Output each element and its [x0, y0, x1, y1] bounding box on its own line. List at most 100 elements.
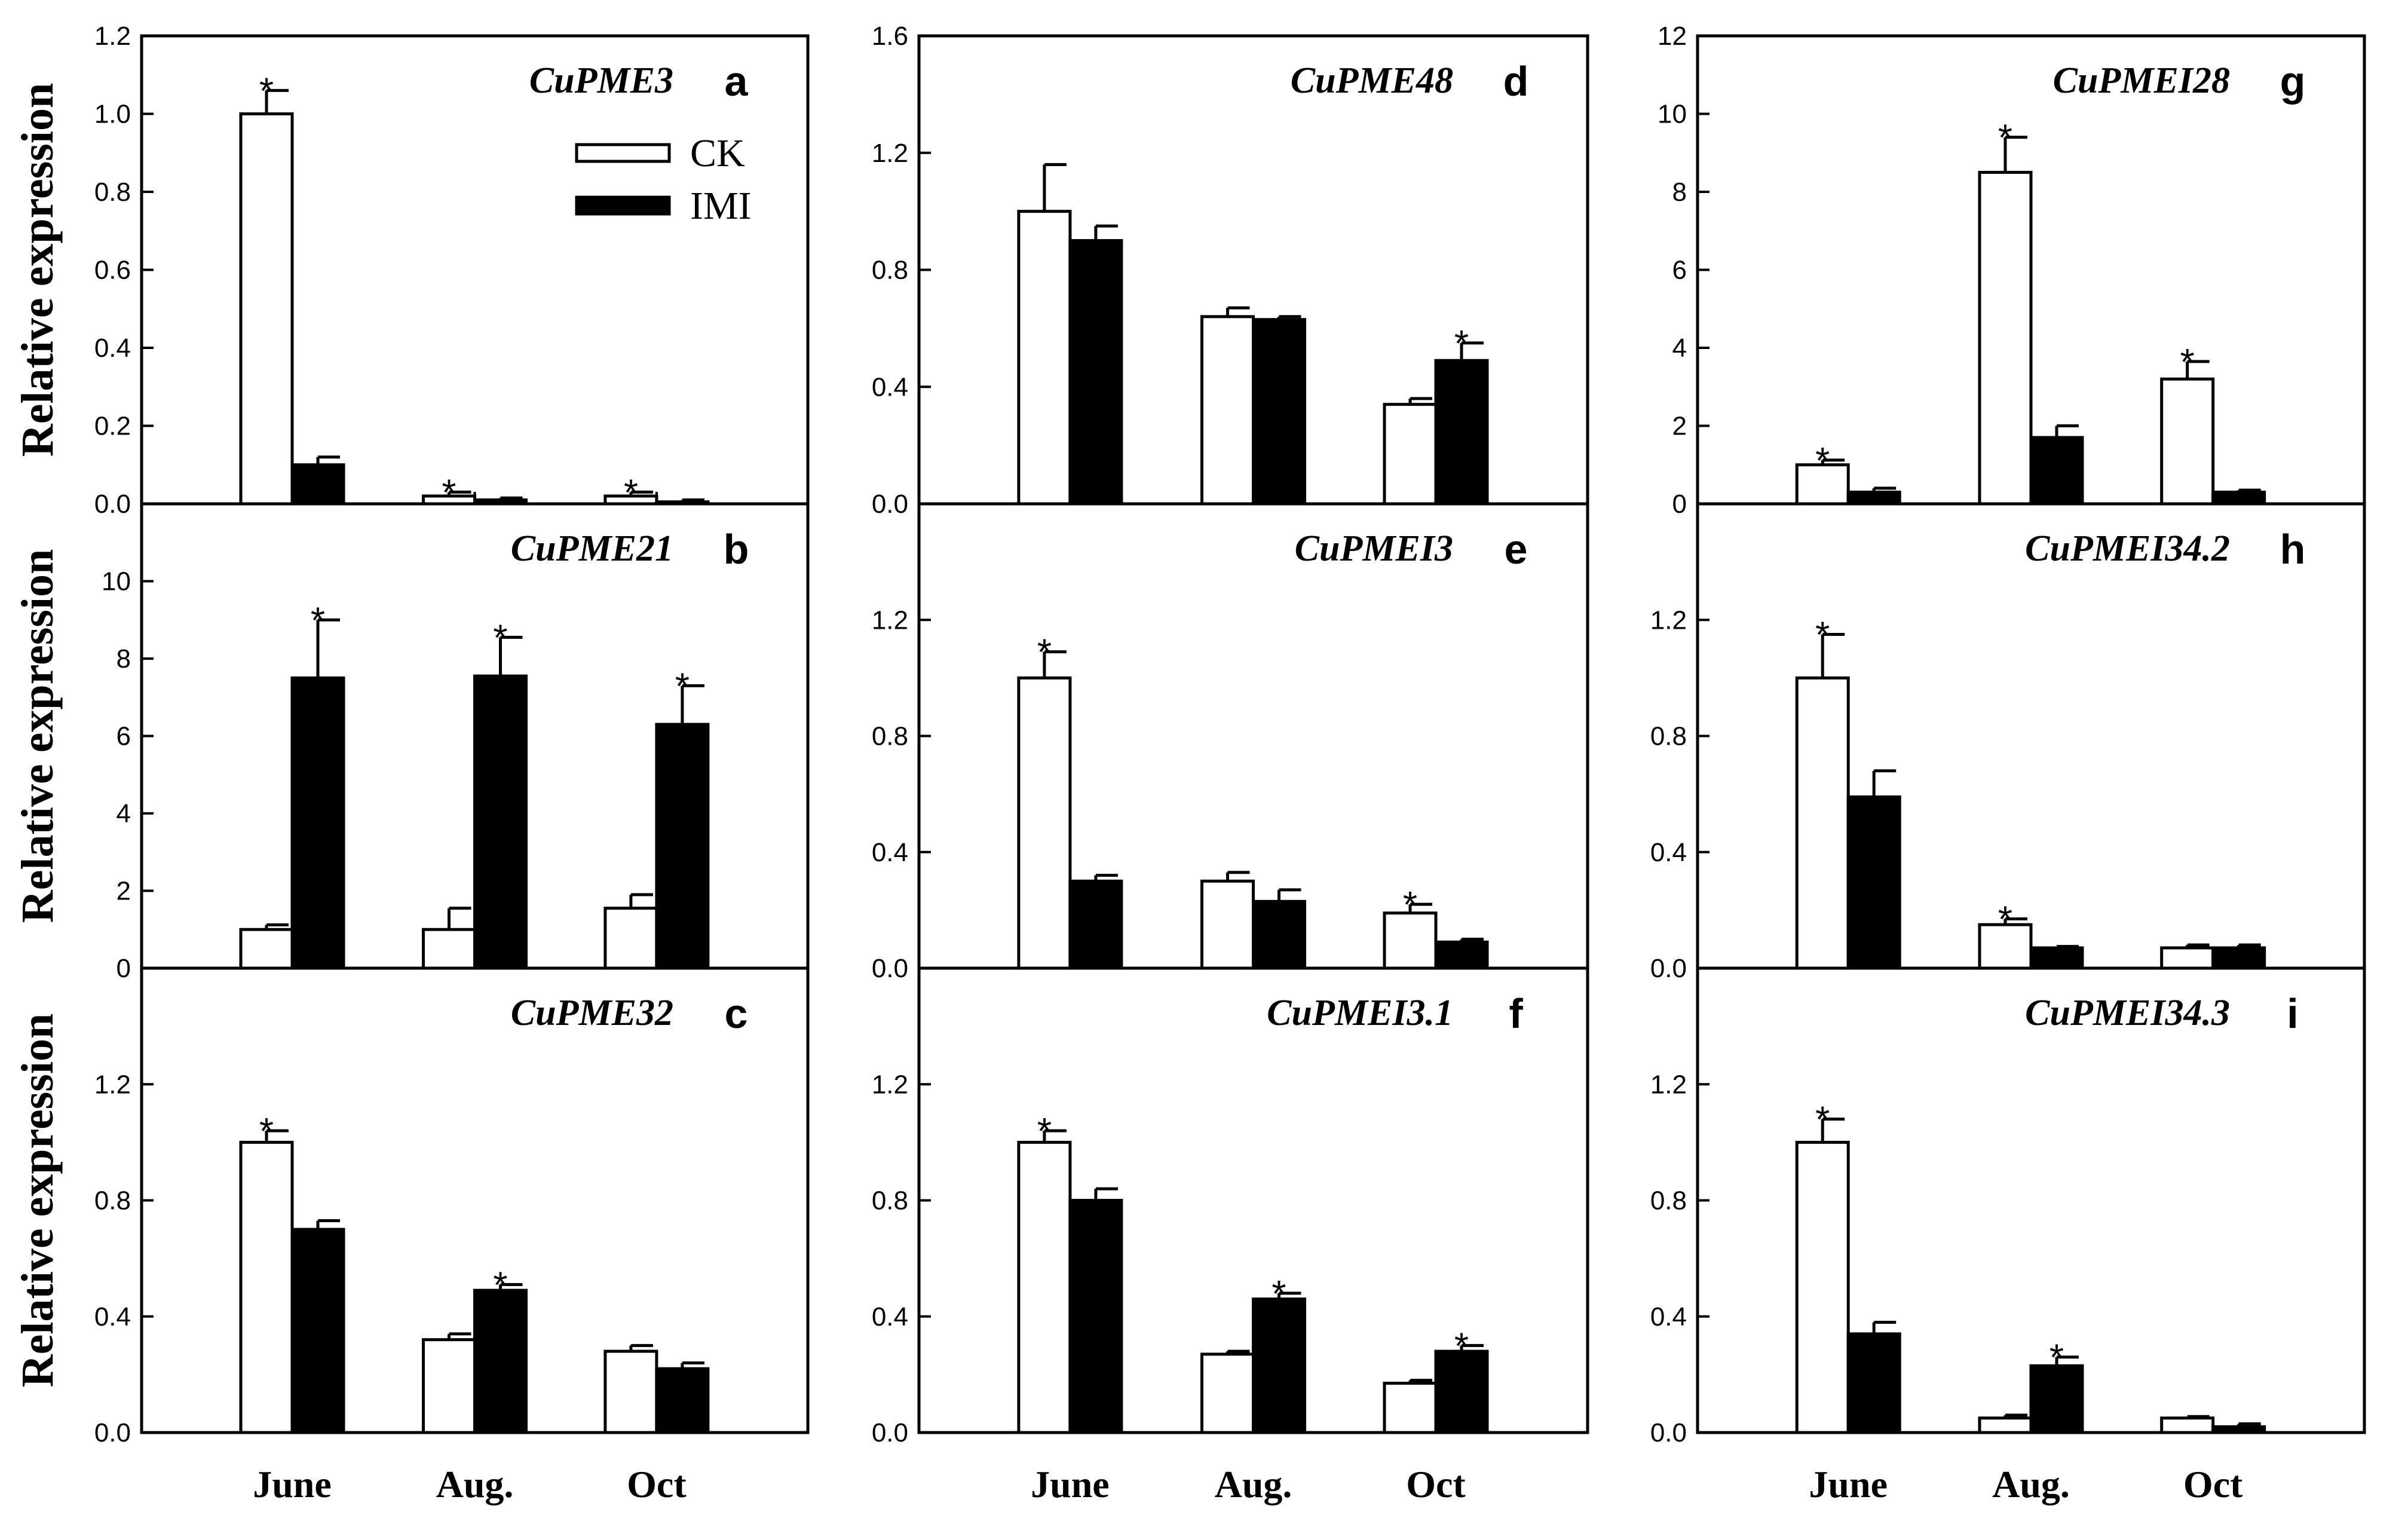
y-tick-label: 1.2 [872, 1070, 908, 1099]
y-tick-label: 8 [117, 644, 131, 674]
imi-bar [1068, 879, 1123, 970]
imi-bar [473, 674, 528, 970]
y-tick-label: 0.0 [94, 489, 131, 519]
y-axis-label: Relative expression [13, 83, 63, 457]
y-tick-label: 0.4 [872, 838, 908, 867]
y-tick-label: 4 [117, 799, 131, 828]
y-axis-label: Relative expression [13, 1014, 63, 1388]
ck-bar [422, 928, 476, 970]
y-tick-label: 0.0 [872, 954, 908, 983]
ck-bar [2160, 1416, 2215, 1434]
imi-bar [2211, 490, 2266, 506]
significance-star: * [2180, 342, 2195, 383]
y-tick-label: 10 [102, 567, 131, 596]
ck-bar [1978, 170, 2033, 506]
ck-bar [1017, 676, 1072, 970]
y-tick-label: 0.8 [94, 177, 131, 207]
y-tick-label: 0.8 [872, 256, 908, 285]
y-tick-label: 0.0 [1650, 954, 1687, 983]
panel-letter: f [1509, 990, 1523, 1037]
panel-d: 0.0 0.4 0.8 1.2 1.6 * CuPME48 d [872, 22, 1589, 519]
gene-name: CuPME48 [1291, 60, 1453, 101]
legend-imi-label: IMI [690, 184, 752, 228]
ck-bar [1200, 315, 1255, 506]
significance-star: * [1815, 1100, 1830, 1141]
panel-b: 0 2 4 6 8 10 * * * CuPME21 b Relative expression [13, 502, 810, 983]
x-category-label: Aug. [1215, 1463, 1292, 1505]
significance-star: * [259, 71, 274, 112]
ck-bar [1200, 1352, 1255, 1434]
legend-imi-swatch [575, 195, 671, 216]
panel-letter: e [1505, 526, 1528, 573]
significance-star: * [1454, 1326, 1469, 1367]
significance-star: * [675, 666, 690, 707]
x-category-label: June [1809, 1463, 1888, 1505]
y-tick-label: 0.4 [94, 333, 131, 363]
y-tick-label: 0.4 [1650, 1302, 1687, 1332]
y-tick-label: 2 [117, 877, 131, 906]
gene-name: CuPME32 [511, 993, 673, 1033]
y-tick-label: 1.6 [872, 22, 908, 51]
significance-star: * [1998, 118, 2012, 159]
y-tick-label: 1.2 [1650, 1070, 1687, 1099]
y-tick-label: 0.4 [1650, 838, 1687, 867]
imi-bar [1252, 1297, 1306, 1434]
panel-letter: b [724, 526, 749, 573]
imi-bar [2029, 946, 2084, 970]
significance-star: * [493, 617, 507, 659]
imi-bar [655, 723, 710, 970]
ck-bar [1383, 403, 1438, 506]
y-tick-label: 0.8 [1650, 722, 1687, 751]
imi-bar [1846, 1332, 1901, 1434]
y-tick-label: 4 [1672, 333, 1687, 363]
panel-letter: a [725, 58, 749, 105]
imi-bar [290, 463, 345, 506]
significance-star: * [493, 1265, 507, 1306]
y-tick-label: 0.4 [94, 1302, 131, 1332]
y-tick-label: 0.8 [1650, 1186, 1687, 1216]
imi-bar [2211, 946, 2266, 970]
significance-star: * [259, 1111, 274, 1152]
y-tick-label: 0 [117, 954, 131, 983]
ck-bar [1795, 676, 1850, 970]
y-tick-label: 1.2 [94, 1070, 131, 1099]
significance-star: * [1272, 1274, 1286, 1315]
imi-bar [1068, 1199, 1123, 1434]
legend-ck-label: CK [690, 131, 745, 175]
y-tick-label: 0.0 [1650, 1418, 1687, 1447]
x-category-label: Oct [2183, 1463, 2243, 1505]
y-tick-label: 1.2 [872, 139, 908, 168]
ck-bar [1795, 1140, 1850, 1434]
imi-bar [1068, 239, 1123, 506]
x-category-label: Oct [627, 1463, 687, 1505]
y-tick-label: 6 [1672, 256, 1687, 285]
significance-star: * [2049, 1338, 2064, 1379]
y-tick-label: 1.2 [94, 22, 131, 51]
gene-name: CuPMEI3 [1295, 528, 1453, 569]
significance-star: * [1454, 323, 1469, 365]
imi-bar [290, 1228, 345, 1434]
imi-bar [2211, 1425, 2266, 1434]
significance-star: * [624, 472, 638, 513]
imi-bar [1434, 940, 1489, 970]
panel-letter: i [2287, 990, 2298, 1037]
ck-bar [1200, 879, 1255, 970]
y-tick-label: 0.4 [872, 372, 908, 402]
legend-ck-swatch [575, 143, 671, 163]
x-category-label: June [1031, 1463, 1110, 1505]
y-tick-label: 0.8 [872, 722, 908, 751]
y-tick-label: 6 [117, 722, 131, 751]
panel-letter: c [725, 990, 748, 1037]
panel-f: 0.0 0.4 0.8 1.2 * * * CuPMEI3.1 f June Aug. Oct [872, 966, 1589, 1505]
y-tick-label: 1.2 [872, 605, 908, 635]
ck-bar [239, 928, 294, 970]
ck-bar [239, 1140, 294, 1434]
gene-name: CuPMEI34.2 [2025, 528, 2230, 569]
gene-name: CuPME3 [529, 60, 673, 101]
ck-bar [239, 112, 294, 506]
panel-a: 0.0 0.2 0.4 0.6 0.8 1.0 1.2 * * * CuPME3 a Relative … [13, 22, 810, 519]
gene-name: CuPMEI34.3 [2025, 993, 2230, 1033]
y-tick-label: 0 [1672, 489, 1687, 519]
y-tick-label: 2 [1672, 412, 1687, 441]
